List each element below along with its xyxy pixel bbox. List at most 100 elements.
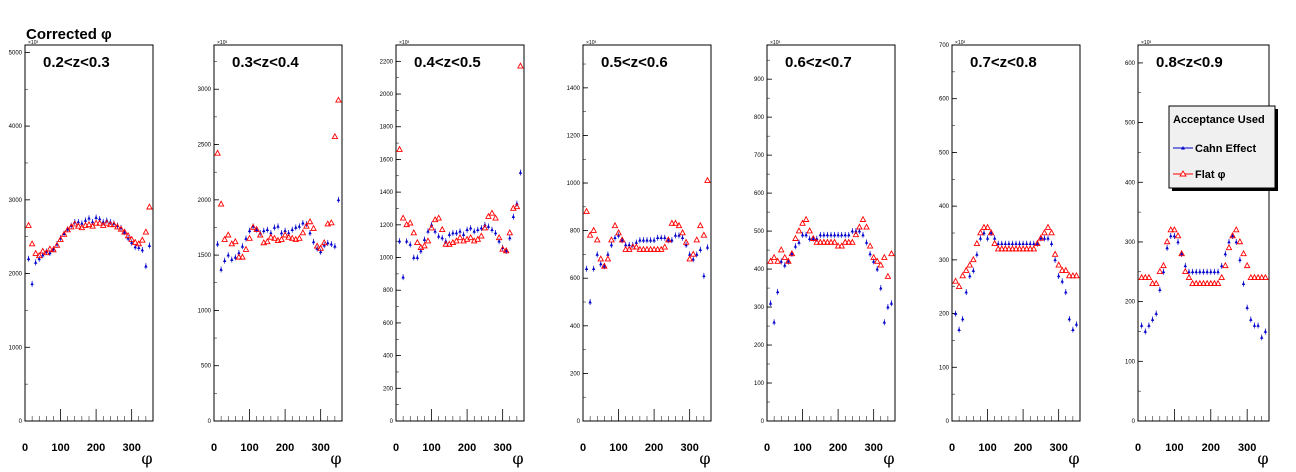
flat-point xyxy=(492,214,499,221)
flat-point xyxy=(442,240,450,247)
flat-point xyxy=(1247,273,1255,281)
flat-point xyxy=(611,221,619,229)
flat-point xyxy=(96,219,104,226)
cahn-point xyxy=(454,231,459,235)
cahn-point xyxy=(1230,233,1235,238)
cahn-point xyxy=(1238,257,1242,262)
cahn-point xyxy=(486,224,491,228)
panel-1: ×10³ 0.2<z<0.3 1000 2000 3000 4000 5000 0 0 100 20… xyxy=(9,40,154,468)
flat-point xyxy=(679,229,686,236)
cahn-point xyxy=(272,225,277,229)
cahn-point xyxy=(336,197,341,202)
y-tick-label: 200 xyxy=(383,386,394,392)
flat-point xyxy=(103,219,111,226)
flat-point xyxy=(632,243,640,250)
flat-point xyxy=(410,229,418,236)
flat-point xyxy=(1178,249,1186,257)
cahn-point xyxy=(129,240,134,244)
cahn-point xyxy=(447,232,452,236)
cahn-point xyxy=(37,256,41,261)
flat-point xyxy=(513,202,521,210)
x-axis-label: φ xyxy=(141,449,152,468)
cahn-point xyxy=(1194,269,1198,274)
flat-point xyxy=(682,238,690,245)
cahn-point xyxy=(497,239,501,243)
cahn-point xyxy=(426,229,430,233)
cahn-point xyxy=(415,255,420,259)
cahn-point xyxy=(602,264,607,268)
flat-point xyxy=(859,215,867,222)
cahn-point xyxy=(237,250,241,255)
y-tick-label: 800 xyxy=(754,115,765,121)
flat-point xyxy=(288,234,296,241)
flat-point xyxy=(873,257,881,264)
cahn-point xyxy=(623,242,628,247)
cahn-point xyxy=(606,252,610,256)
x-axis-label: φ xyxy=(699,449,710,468)
cahn-point xyxy=(240,244,245,248)
flat-point xyxy=(32,249,40,256)
y-tick-label: 300 xyxy=(754,305,765,311)
cahn-point xyxy=(875,267,879,271)
flat-point xyxy=(117,225,125,232)
cahn-point xyxy=(829,232,833,237)
flat-point xyxy=(1145,273,1153,281)
y-tick-label: 2500 xyxy=(198,143,212,149)
cahn-point xyxy=(861,232,865,237)
cahn-point xyxy=(254,227,259,231)
y-tick-label: 0 xyxy=(208,419,212,425)
cahn-point xyxy=(133,245,137,249)
y-multiplier-label: ×10³ xyxy=(586,40,596,46)
x-tick-label: 100 xyxy=(1165,442,1183,454)
cahn-point xyxy=(695,252,699,256)
flat-point xyxy=(313,242,321,249)
cahn-point xyxy=(215,242,220,246)
flat-point xyxy=(1005,245,1013,252)
cahn-point xyxy=(1056,273,1061,278)
flat-point xyxy=(1258,273,1266,281)
y-tick-label: 0 xyxy=(19,419,23,425)
cahn-point xyxy=(1053,257,1057,262)
panel-frame xyxy=(1137,44,1270,422)
cahn-point xyxy=(1017,241,1022,246)
cahn-point xyxy=(670,238,674,242)
cahn-point xyxy=(1165,245,1169,250)
y-tick-label: 300 xyxy=(1125,240,1136,246)
flat-point xyxy=(1254,273,1262,281)
flat-point xyxy=(788,249,796,257)
panel-title: 0.7<z<0.8 xyxy=(970,54,1037,71)
y-multiplier-label: ×10³ xyxy=(955,40,965,46)
y-tick-label: 1400 xyxy=(380,190,394,196)
cahn-point xyxy=(957,327,961,331)
flat-point xyxy=(987,229,995,236)
flat-point xyxy=(1152,279,1160,286)
cahn-point xyxy=(461,232,466,236)
cahn-point xyxy=(451,231,455,235)
x-tick-label: 300 xyxy=(493,442,511,454)
cahn-point xyxy=(666,238,671,242)
cahn-point xyxy=(1154,311,1158,315)
flat-point xyxy=(1181,267,1189,275)
x-tick-label: 100 xyxy=(422,442,440,454)
cahn-point xyxy=(698,247,703,251)
flat-point xyxy=(474,235,482,242)
y-tick-label: 2000 xyxy=(9,272,23,278)
flat-point xyxy=(693,236,701,243)
panel-4: ×10³ 0.5<z<0.6 200 400 600 800 1000 1200 1400 0 0 1… xyxy=(567,40,712,468)
y-tick-label: 1000 xyxy=(198,308,212,314)
flat-point xyxy=(456,233,464,241)
flat-point xyxy=(774,257,782,264)
y-tick-label: 0 xyxy=(390,419,394,425)
flat-point xyxy=(984,223,991,230)
y-tick-label: 200 xyxy=(570,371,581,377)
y-tick-label: 500 xyxy=(1125,121,1136,127)
flat-point xyxy=(1200,279,1207,286)
cahn-point xyxy=(804,232,808,237)
flat-point xyxy=(643,245,651,252)
flat-point xyxy=(231,237,239,245)
cahn-point xyxy=(971,268,976,272)
y-tick-label: 1400 xyxy=(567,86,581,92)
cahn-point xyxy=(832,232,837,237)
cahn-point xyxy=(663,235,667,240)
